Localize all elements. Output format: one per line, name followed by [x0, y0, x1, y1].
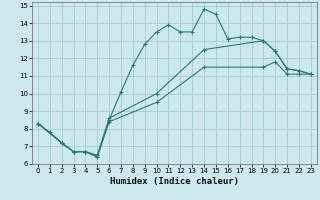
X-axis label: Humidex (Indice chaleur): Humidex (Indice chaleur) [110, 177, 239, 186]
